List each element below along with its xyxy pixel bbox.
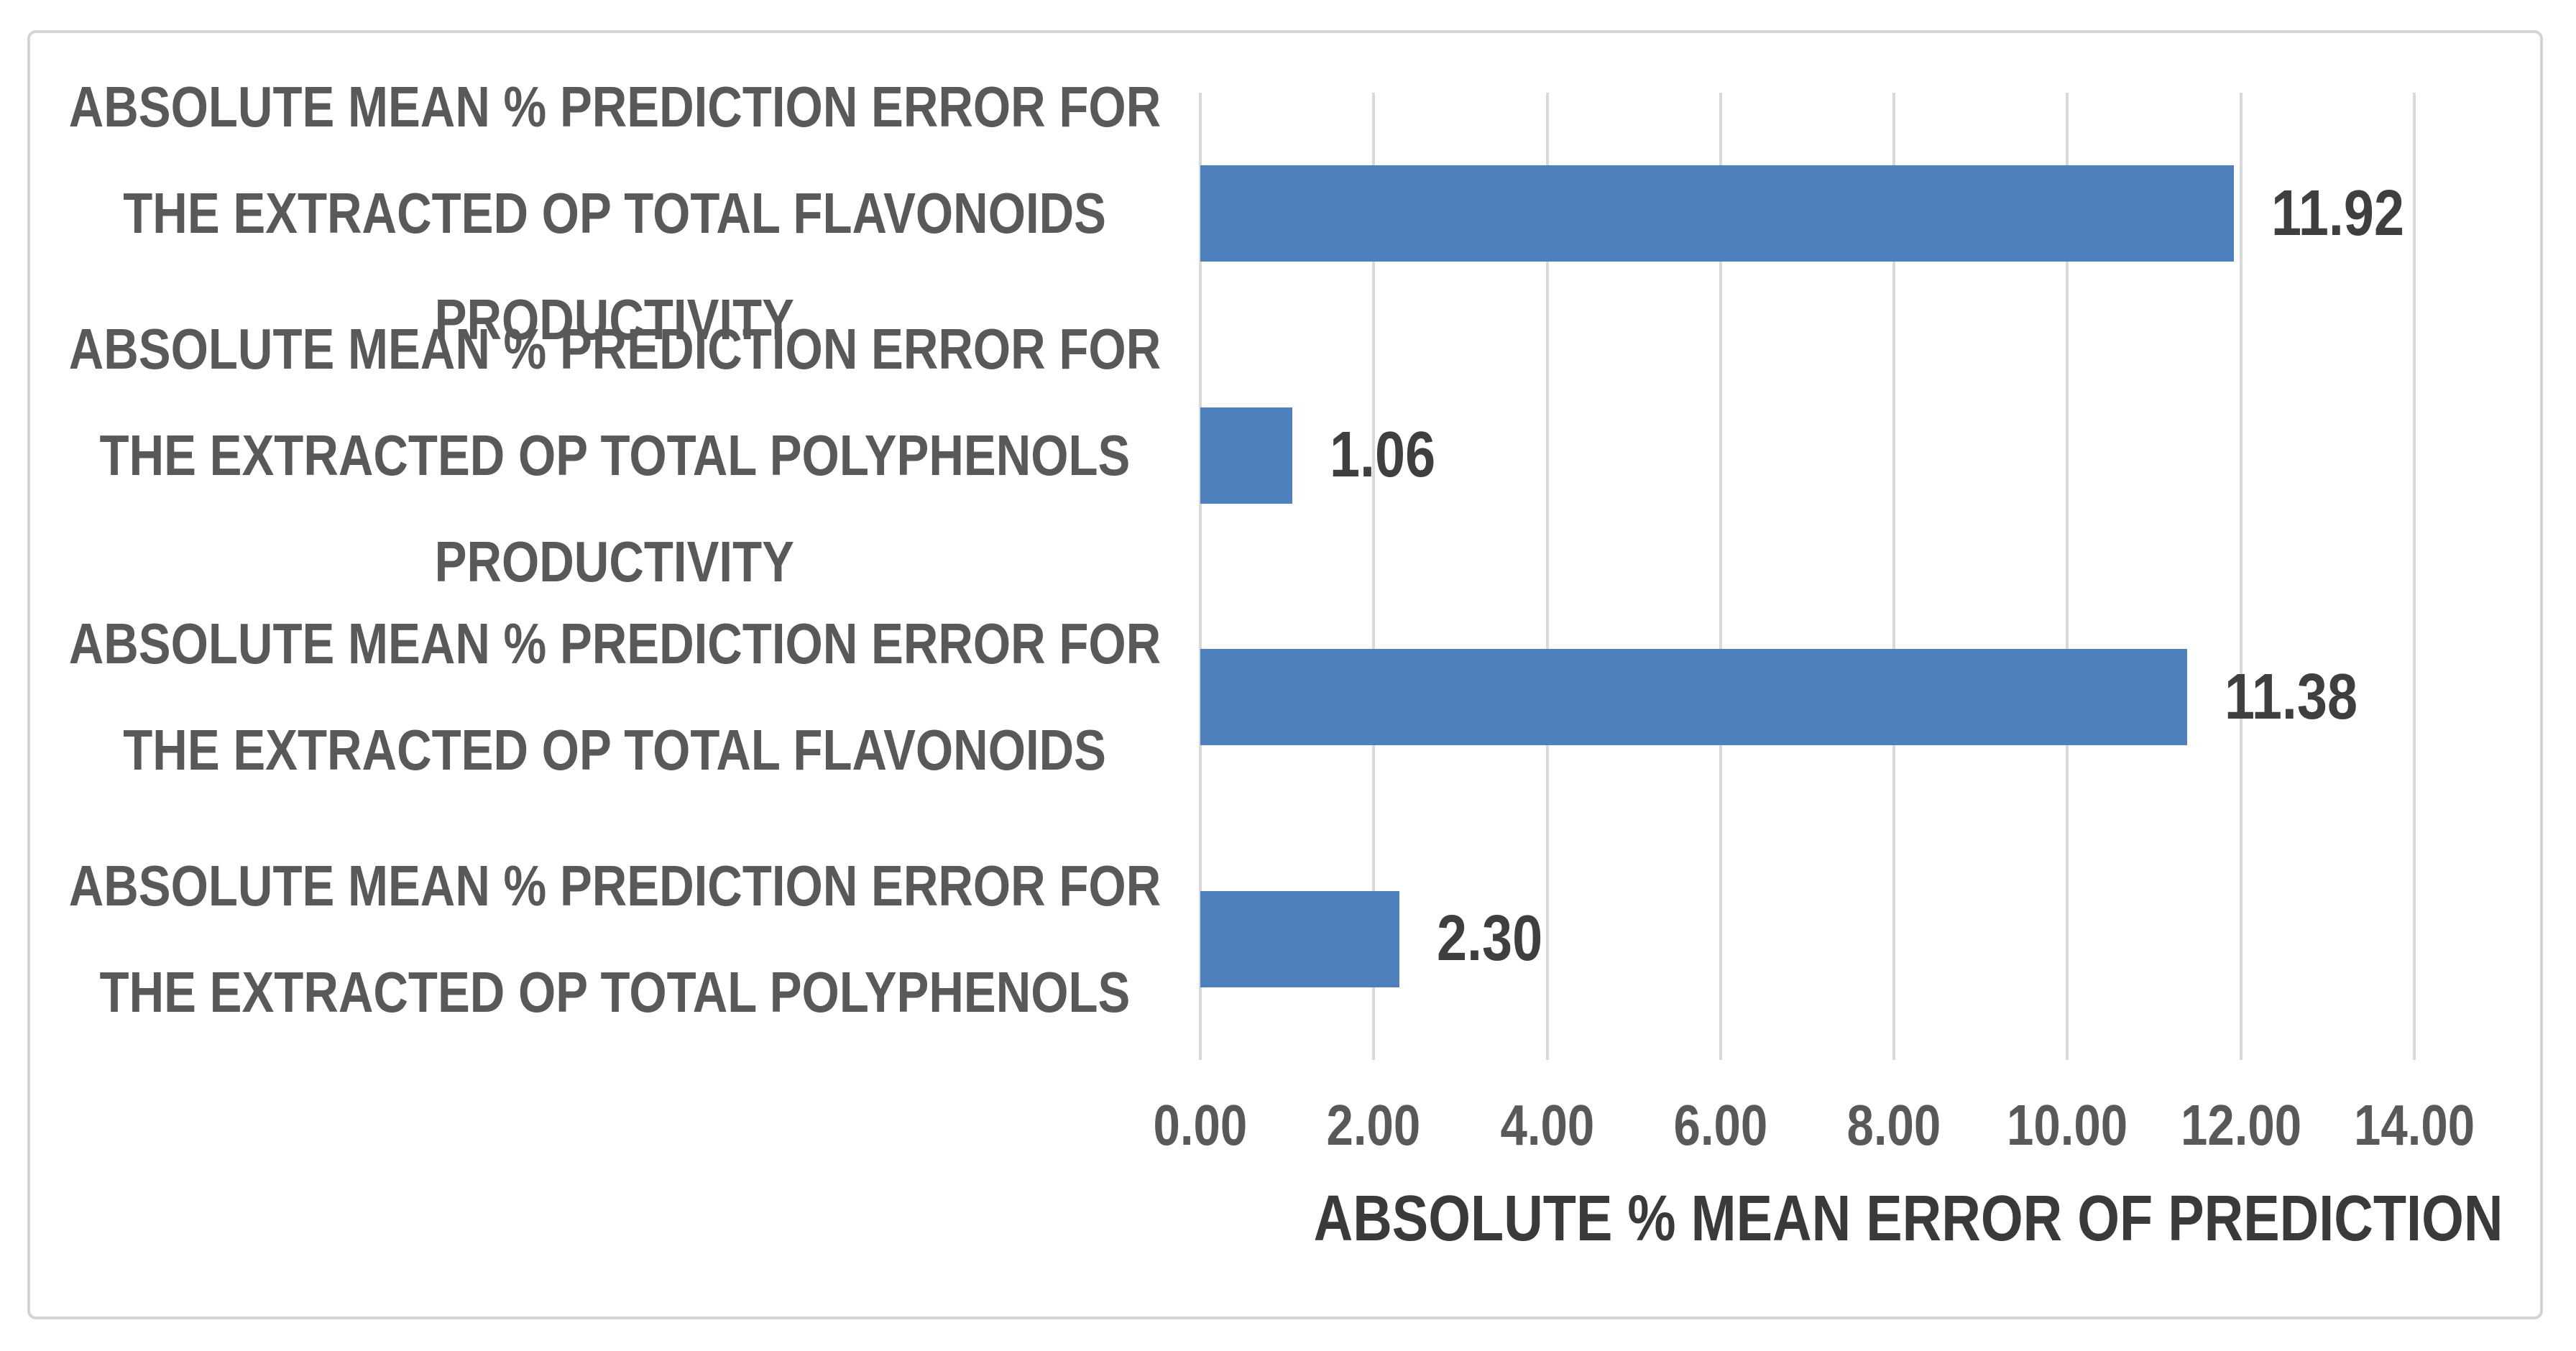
x-axis-tick-label: 2.00 bbox=[1266, 1092, 1481, 1158]
x-axis-tick-label-text: 8.00 bbox=[1846, 1093, 1941, 1157]
bar-data-label-text: 11.38 bbox=[2224, 660, 2358, 733]
x-axis-tick-label: 8.00 bbox=[1786, 1092, 2002, 1158]
category-label-line: PRODUCTIVITY bbox=[434, 529, 795, 594]
x-axis-tick-label-text: 14.00 bbox=[2353, 1093, 2475, 1157]
x-axis-tick-label-text: 10.00 bbox=[2007, 1093, 2128, 1157]
gridline bbox=[1199, 93, 1202, 1060]
bar bbox=[1200, 407, 1292, 504]
category-label-line: ABSOLUTE MEAN % PREDICTION ERROR FOR bbox=[68, 75, 1161, 139]
bar-data-label-text: 1.06 bbox=[1329, 419, 1436, 492]
category-label-line: ABSOLUTE MEAN % PREDICTION ERROR FOR bbox=[68, 316, 1161, 381]
gridline bbox=[1372, 93, 1376, 1060]
x-axis-tick-label-text: 4.00 bbox=[1500, 1093, 1594, 1157]
gridline bbox=[1545, 93, 1549, 1060]
gridline bbox=[1719, 93, 1722, 1060]
bar-data-label: 2.30 bbox=[1437, 819, 1563, 1061]
x-axis-tick-label: 6.00 bbox=[1613, 1092, 1828, 1158]
gridline bbox=[1892, 93, 1896, 1060]
category-label-line: THE EXTRACTED OP TOTAL FLAVONOIDS bbox=[123, 181, 1106, 246]
category-label: ABSOLUTE MEAN % PREDICTION ERROR FOR THE … bbox=[50, 75, 1179, 351]
bar bbox=[1200, 649, 2187, 746]
bar-data-label: 11.92 bbox=[2271, 93, 2429, 335]
x-axis-title: ABSOLUTE % MEAN ERROR OF PREDICTION bbox=[1200, 1182, 2503, 1256]
x-axis-tick-label-text: 2.00 bbox=[1326, 1093, 1421, 1157]
category-label-line: ABSOLUTE MEAN % PREDICTION ERROR FOR bbox=[68, 612, 1161, 676]
category-label: ABSOLUTE MEAN % PREDICTION ERROR FOR THE … bbox=[50, 576, 1179, 819]
x-axis-title-text: ABSOLUTE % MEAN ERROR OF PREDICTION bbox=[1313, 1183, 2503, 1255]
x-axis-tick-label-text: 12.00 bbox=[2180, 1093, 2301, 1157]
category-label-line: THE EXTRACTED OP TOTAL POLYPHENOLS bbox=[99, 959, 1130, 1024]
bar-data-label: 11.38 bbox=[2225, 576, 2383, 819]
category-label-line: THE EXTRACTED OP TOTAL FLAVONOIDS bbox=[123, 718, 1106, 783]
category-label: ABSOLUTE MEAN % PREDICTION ERROR FOR THE … bbox=[50, 317, 1179, 594]
gridline bbox=[2239, 93, 2242, 1060]
category-label-line: ABSOLUTE MEAN % PREDICTION ERROR FOR bbox=[68, 853, 1161, 918]
x-axis-tick-label: 12.00 bbox=[2133, 1092, 2349, 1158]
bar-data-label-text: 2.30 bbox=[1437, 903, 1543, 975]
category-label: ABSOLUTE MEAN % PREDICTION ERROR FOR THE … bbox=[50, 819, 1179, 1061]
x-axis-tick-label-text: 6.00 bbox=[1673, 1093, 1768, 1157]
x-axis-tick-label: 4.00 bbox=[1440, 1092, 1655, 1158]
x-axis-tick-label: 0.00 bbox=[1092, 1092, 1308, 1158]
bar-data-label: 1.06 bbox=[1330, 335, 1455, 577]
x-axis-tick-label: 14.00 bbox=[2306, 1092, 2522, 1158]
bar-data-label-text: 11.92 bbox=[2271, 177, 2405, 249]
bar bbox=[1200, 890, 1400, 987]
x-axis-tick-label: 10.00 bbox=[1959, 1092, 2175, 1158]
bar bbox=[1200, 165, 2235, 262]
gridline bbox=[2413, 93, 2416, 1060]
category-label-line: PRODUCTIVITY bbox=[434, 287, 795, 352]
x-axis-tick-label-text: 0.00 bbox=[1153, 1093, 1248, 1157]
category-label-line: THE EXTRACTED OP TOTAL POLYPHENOLS bbox=[99, 423, 1130, 487]
gridline bbox=[2066, 93, 2069, 1060]
